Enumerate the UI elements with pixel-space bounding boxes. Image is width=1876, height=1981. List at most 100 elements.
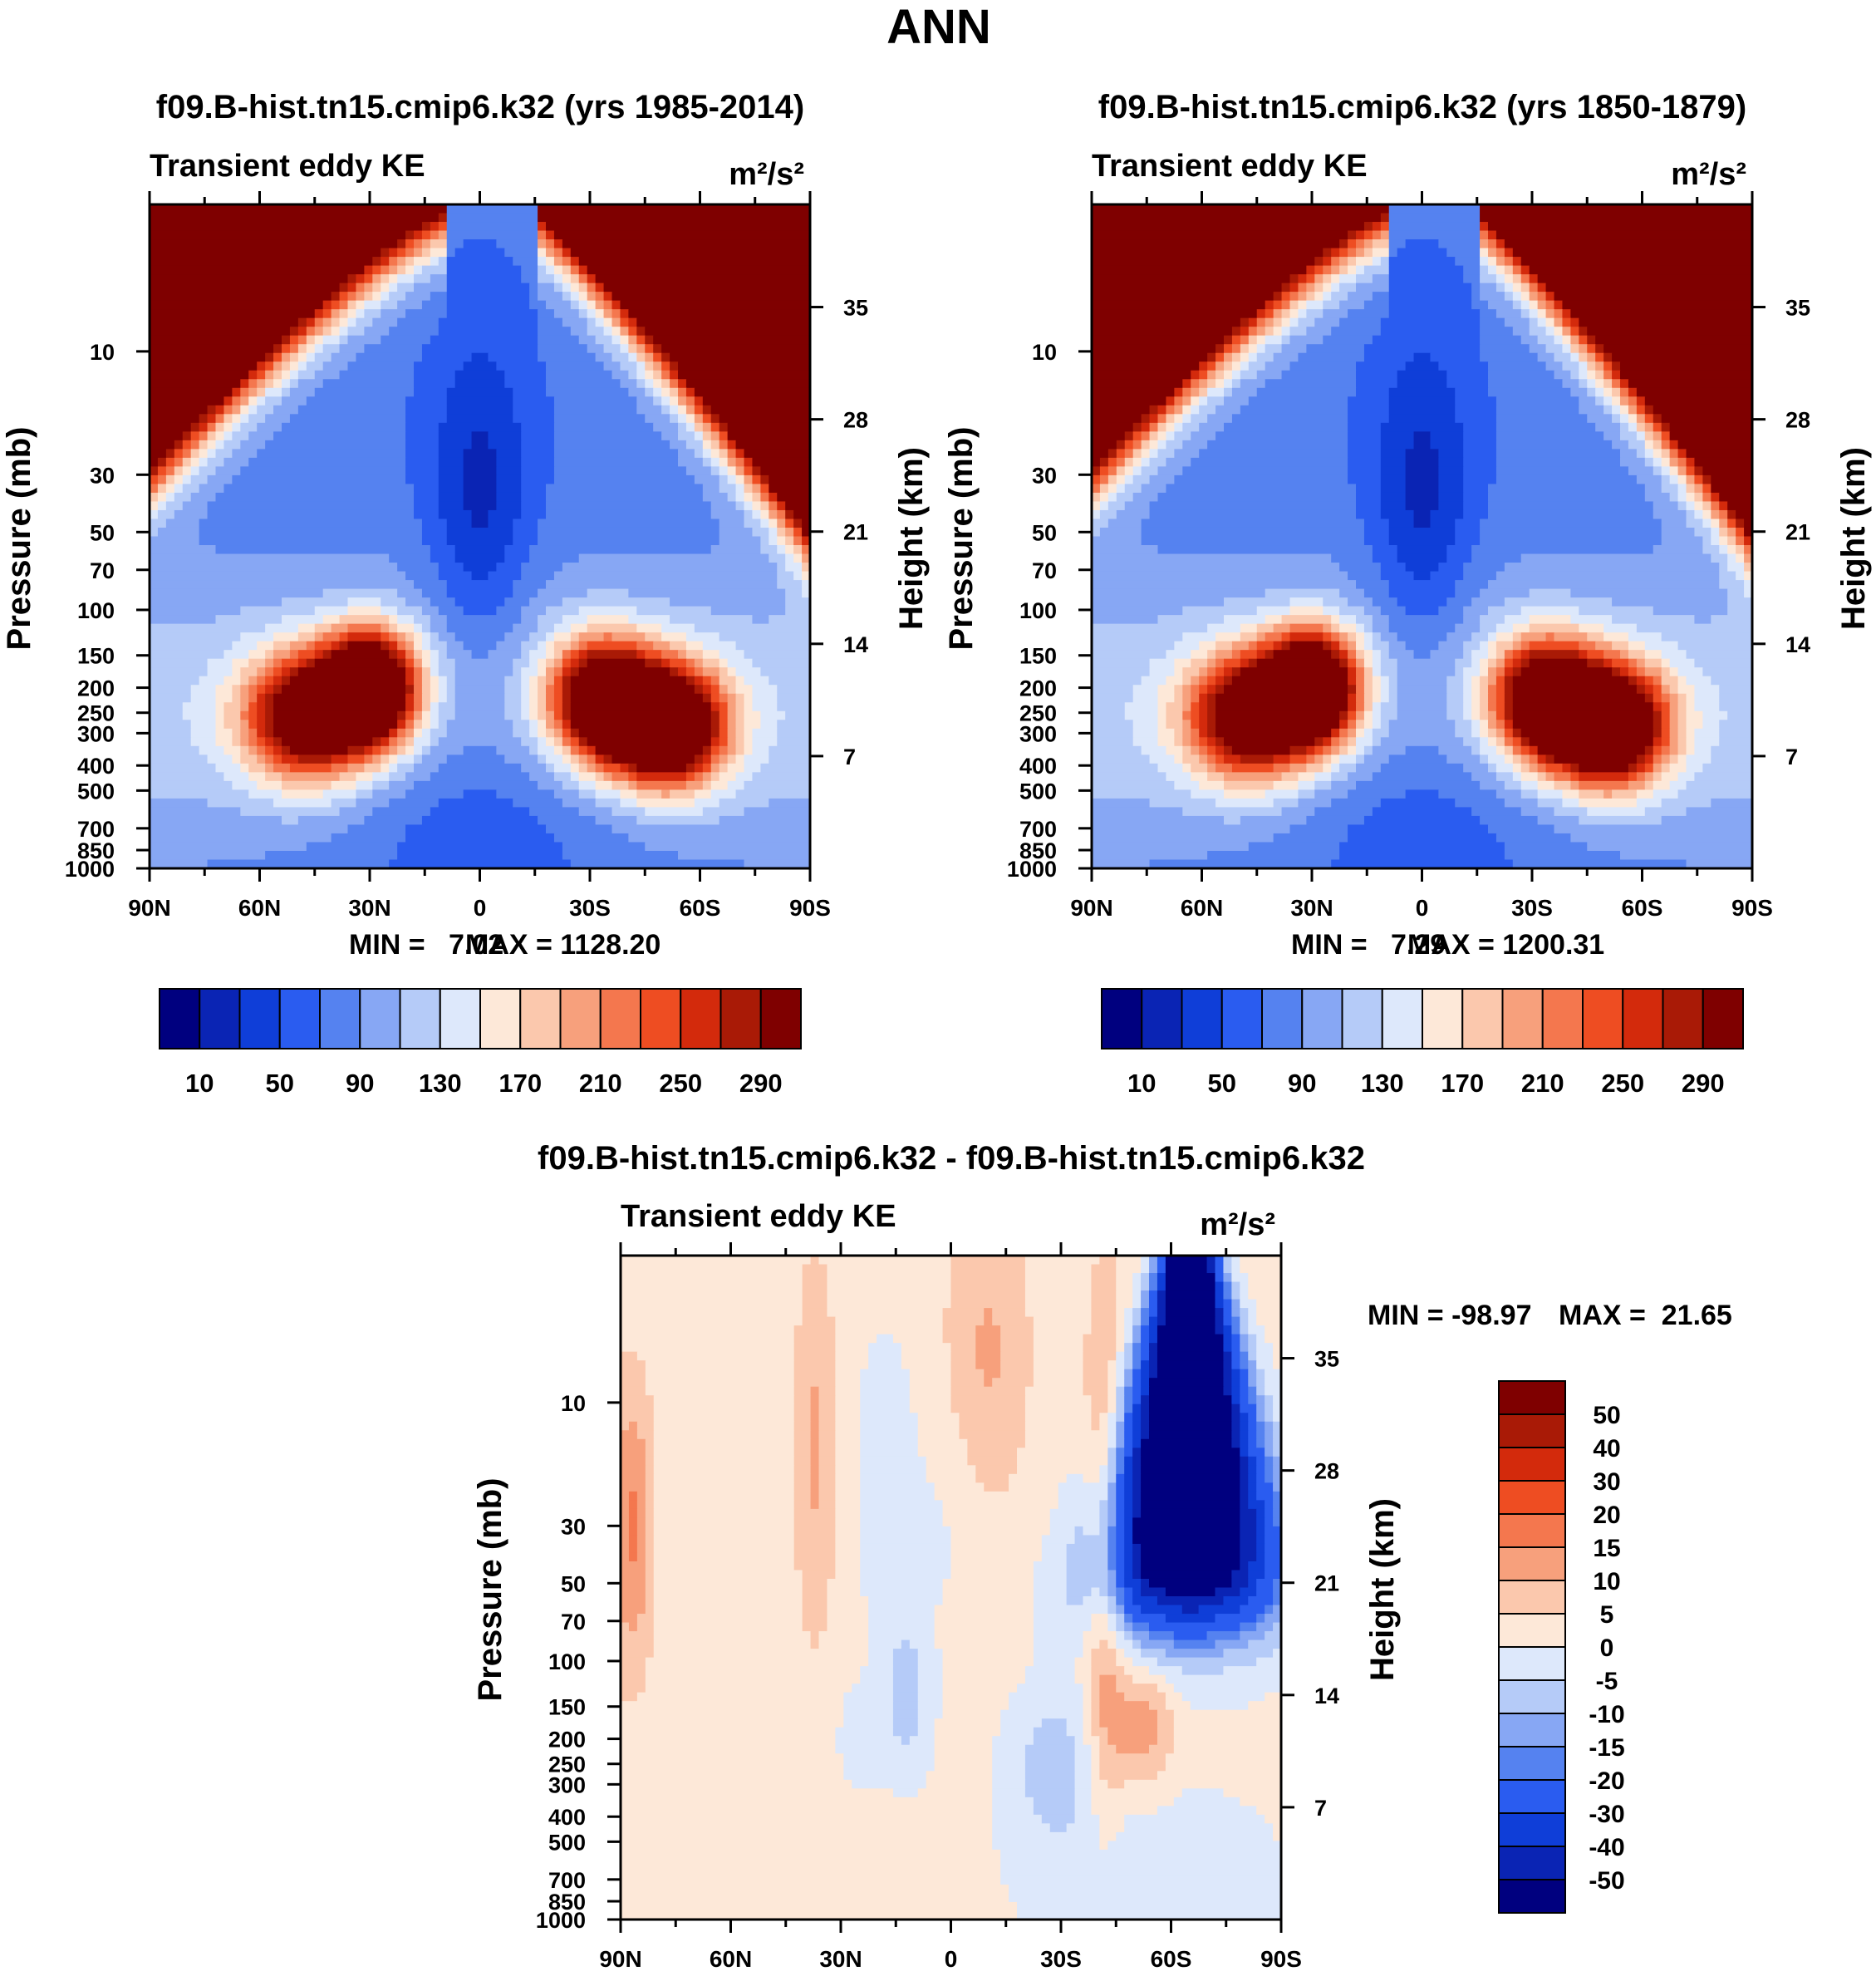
contour-cell bbox=[1174, 780, 1200, 790]
contour-cell bbox=[1256, 641, 1274, 651]
contour-cell bbox=[150, 509, 159, 520]
contour-cell bbox=[1380, 702, 1398, 712]
contour-cell bbox=[1289, 327, 1307, 337]
contour-cell bbox=[381, 265, 390, 275]
contour-cell bbox=[150, 859, 209, 868]
contour-cell bbox=[793, 1517, 836, 1527]
colorbar-box bbox=[559, 988, 602, 1049]
contour-cell bbox=[1520, 667, 1613, 677]
contour-cell bbox=[1488, 650, 1497, 660]
contour-cell bbox=[1372, 702, 1382, 712]
contour-cell bbox=[1256, 1343, 1274, 1353]
contour-cell bbox=[150, 833, 332, 843]
contour-cell bbox=[389, 650, 398, 660]
contour-cell bbox=[818, 1448, 836, 1457]
contour-cell bbox=[702, 667, 720, 677]
contour-cell bbox=[1314, 265, 1324, 275]
y-tick-label: 50 bbox=[1032, 520, 1057, 545]
contour-cell bbox=[150, 440, 175, 450]
contour-cell bbox=[1248, 1561, 1265, 1571]
contour-cell bbox=[1455, 387, 1489, 397]
contour-cell bbox=[446, 387, 513, 397]
y-tick-label: 200 bbox=[77, 676, 115, 701]
panel-a-colorbar: 10 50 90 130 170 210 250 290 bbox=[159, 988, 802, 1098]
contour-cell bbox=[777, 509, 786, 520]
contour-cell bbox=[1132, 1421, 1142, 1431]
contour-cell bbox=[430, 728, 448, 738]
contour-cell bbox=[1141, 1491, 1240, 1501]
contour-cell bbox=[1348, 405, 1390, 415]
contour-cell bbox=[248, 710, 258, 720]
contour-cell bbox=[297, 405, 406, 415]
contour-cell bbox=[1356, 265, 1365, 275]
contour-cell bbox=[1124, 1605, 1142, 1615]
contour-cell bbox=[1182, 606, 1258, 616]
contour-cell bbox=[1495, 737, 1505, 747]
contour-cell bbox=[438, 449, 464, 459]
contour-cell bbox=[744, 457, 754, 467]
contour-cell bbox=[190, 440, 200, 450]
contour-cell bbox=[438, 676, 448, 686]
contour-cell bbox=[793, 1360, 836, 1370]
contour-cell bbox=[1620, 850, 1752, 861]
contour-cell bbox=[719, 798, 769, 808]
panel-c-title: f09.B-hist.tn15.cmip6.k32 - f09.B-hist.t… bbox=[538, 1140, 1365, 1177]
contour-cell bbox=[1661, 527, 1696, 538]
contour-cell bbox=[1132, 1587, 1142, 1597]
colorbar-label: 170 bbox=[498, 1069, 542, 1098]
y-tick-label: 50 bbox=[561, 1571, 586, 1596]
contour-cell bbox=[719, 667, 729, 677]
contour-cell bbox=[818, 1386, 836, 1396]
contour-cell bbox=[835, 1517, 861, 1527]
contour-cell bbox=[1380, 676, 1390, 686]
contour-cell bbox=[339, 335, 349, 345]
contour-cell bbox=[636, 1614, 655, 1624]
contour-cell bbox=[735, 737, 745, 747]
contour-cell bbox=[1388, 676, 1398, 686]
contour-cell bbox=[1323, 274, 1332, 284]
contour-cell bbox=[1545, 361, 1564, 371]
contour-cell bbox=[438, 213, 448, 223]
contour-cell bbox=[1132, 474, 1151, 485]
contour-cell bbox=[1612, 667, 1621, 677]
contour-cell bbox=[661, 789, 670, 799]
x-tick-label: 60N bbox=[238, 895, 281, 921]
contour-cell bbox=[760, 667, 810, 677]
contour-cell bbox=[1388, 230, 1481, 240]
y-tick-label: 250 bbox=[1019, 701, 1057, 726]
contour-cell bbox=[852, 1684, 894, 1693]
contour-cell bbox=[1372, 553, 1398, 563]
contour-cell bbox=[1289, 317, 1299, 327]
contour-cell bbox=[1240, 623, 1258, 633]
contour-cell bbox=[1256, 1378, 1265, 1388]
contour-cell bbox=[621, 1456, 646, 1466]
contour-cell bbox=[438, 257, 448, 267]
contour-cell bbox=[1554, 292, 1752, 302]
contour-cell bbox=[1289, 597, 1324, 607]
contour-cell bbox=[1124, 1325, 1133, 1335]
contour-cell bbox=[150, 755, 209, 764]
contour-cell bbox=[1405, 239, 1439, 249]
contour-cell bbox=[389, 274, 398, 284]
contour-cell bbox=[1149, 1281, 1158, 1291]
contour-cell bbox=[1455, 405, 1497, 415]
contour-cell bbox=[645, 1570, 655, 1580]
contour-cell bbox=[1066, 1823, 1100, 1833]
contour-cell bbox=[1677, 457, 1687, 467]
contour-cell bbox=[397, 850, 563, 861]
contour-cell bbox=[636, 815, 720, 826]
contour-cell bbox=[257, 449, 406, 459]
contour-cell bbox=[421, 693, 431, 703]
contour-cell bbox=[1702, 466, 1752, 476]
contour-cell bbox=[446, 650, 473, 660]
contour-cell bbox=[793, 1535, 836, 1545]
contour-cell bbox=[1092, 693, 1134, 703]
contour-cell bbox=[653, 1631, 812, 1641]
contour-cell bbox=[1405, 563, 1439, 573]
contour-cell bbox=[653, 1543, 795, 1554]
contour-cell bbox=[1363, 519, 1390, 528]
panel-b-axes: 90N 60N 30N 0 30S 60S 90S103050701001502002503… bbox=[1007, 191, 1810, 921]
colorbar-label: -40 bbox=[1589, 1834, 1624, 1861]
contour-cell bbox=[1512, 274, 1522, 284]
contour-cell bbox=[322, 335, 341, 345]
